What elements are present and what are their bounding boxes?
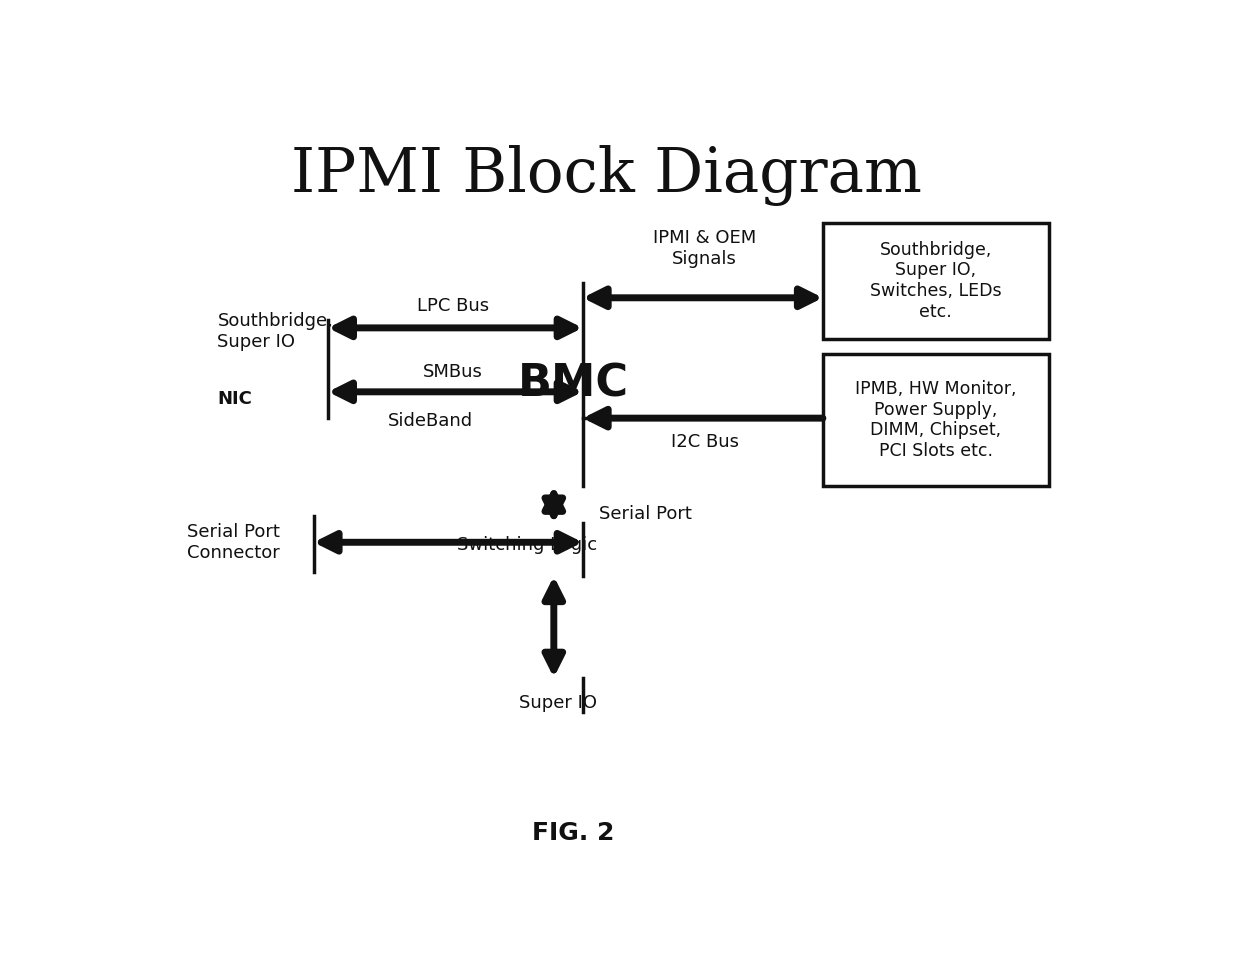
Text: Switching Logic: Switching Logic [456, 535, 596, 554]
Text: IPMB, HW Monitor,
Power Supply,
DIMM, Chipset,
PCI Slots etc.: IPMB, HW Monitor, Power Supply, DIMM, Ch… [856, 380, 1017, 460]
Text: Southbridge,
Super IO: Southbridge, Super IO [217, 313, 334, 351]
Text: Serial Port: Serial Port [599, 505, 692, 524]
Text: FIG. 2: FIG. 2 [532, 822, 614, 845]
Text: LPC Bus: LPC Bus [417, 297, 489, 316]
Text: Southbridge,
Super IO,
Switches, LEDs
etc.: Southbridge, Super IO, Switches, LEDs et… [870, 240, 1002, 321]
Bar [823, 223, 1049, 339]
Text: IPMI & OEM
Signals: IPMI & OEM Signals [653, 229, 756, 268]
Text: Serial Port
Connector: Serial Port Connector [187, 523, 280, 562]
Text: SideBand: SideBand [388, 412, 472, 430]
Text: NIC: NIC [217, 391, 253, 408]
Text: BMC: BMC [517, 362, 629, 405]
Text: SMBus: SMBus [423, 362, 482, 381]
Text: Super IO: Super IO [520, 694, 596, 711]
Bar [823, 355, 1049, 486]
Text: IPMI Block Diagram: IPMI Block Diagram [291, 146, 923, 206]
Text: I2C Bus: I2C Bus [671, 433, 739, 451]
